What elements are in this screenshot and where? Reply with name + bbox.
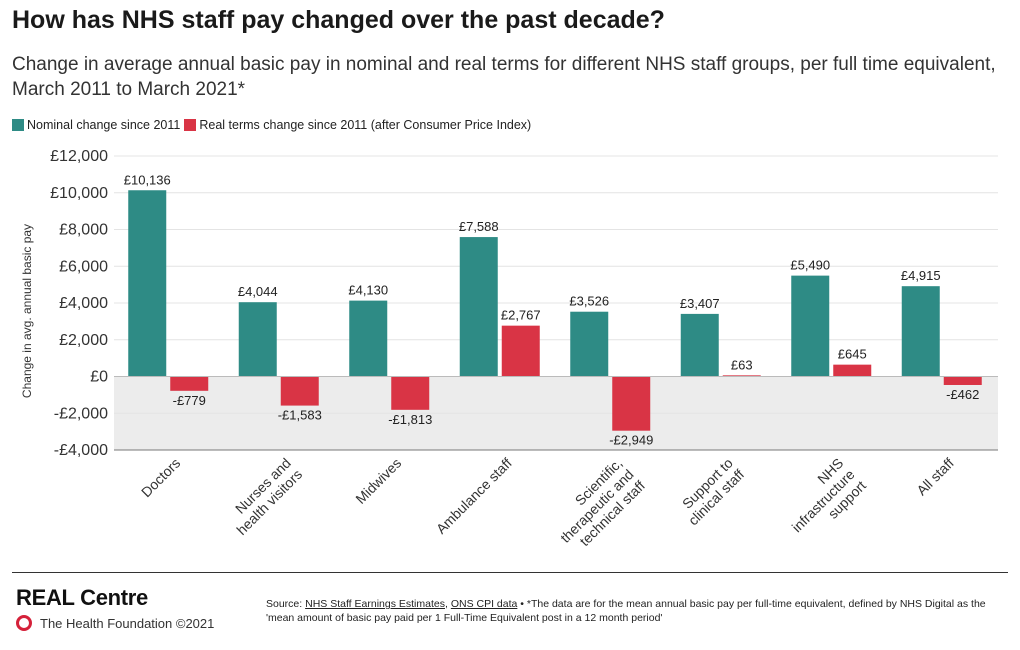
org-name: The Health Foundation ©2021 [40,615,215,631]
bar-real [280,376,319,406]
bar-nominal [791,275,830,377]
x-category-label-line: Doctors [138,455,183,500]
x-category-label: All staff [913,455,957,499]
data-label: -£1,813 [388,412,432,427]
x-category-label: Ambulance staff [433,455,515,537]
data-label: £10,136 [124,172,171,187]
data-label: -£779 [173,393,206,408]
legend-swatch-real [184,119,197,131]
y-tick-label: -£2,000 [54,405,108,422]
brand-logo-text: REAL Centre [16,585,148,610]
y-tick-label: £6,000 [59,258,108,275]
x-category-label: Support toclinical staff [674,455,748,529]
y-tick-label: £4,000 [59,295,108,312]
chart-subtitle: Change in average annual basic pay in no… [12,54,996,100]
legend-item-nominal: Nominal change since 2011 [12,118,180,132]
legend-label-real: Real terms change since 2011 (after Cons… [199,118,532,132]
bar-real [501,325,540,377]
x-category-label-line: Ambulance staff [433,455,515,537]
bar-nominal [680,313,719,377]
data-label: £4,044 [238,284,278,299]
x-category-label: Midwives [352,455,404,507]
x-category-label-line: All staff [913,455,957,499]
data-label: £5,490 [790,258,830,273]
footer-divider [12,572,1008,573]
health-foundation-logo-icon [16,615,32,631]
data-label: £63 [731,357,753,372]
source-note: Source: NHS Staff Earnings Estimates, ON… [266,597,1012,625]
y-tick-label: -£4,000 [54,442,108,459]
org-credit: The Health Foundation ©2021 [16,615,214,631]
bar-nominal [238,302,277,377]
legend-label-nominal: Nominal change since 2011 [27,118,181,132]
bar-chart: £12,000 £10,000 £8,000 £6,000 £4,000 £2,000 £0… [20,148,998,557]
legend: Nominal change since 2011 Real terms cha… [12,118,535,132]
source-separator: , [444,598,451,610]
bar-nominal [349,300,388,377]
data-label: £7,588 [459,219,499,234]
bar-real [612,376,651,431]
data-label: £3,526 [569,294,609,309]
x-category-label: Nurses andhealth visitors [222,455,305,538]
y-tick-label: £8,000 [59,222,108,239]
x-category-label: Doctors [138,455,183,500]
y-tick-label: £12,000 [50,148,108,165]
bar-nominal [901,286,940,377]
data-label: £645 [838,347,867,362]
bar-nominal [570,311,609,377]
bar-real [722,375,761,377]
source-footnote: • *The data are for the mean annual basi… [266,598,986,624]
legend-item-real: Real terms change since 2011 (after Cons… [184,118,531,132]
y-tick-label: £2,000 [59,332,108,349]
source-link-staff-earnings[interactable]: NHS Staff Earnings Estimates [305,598,445,610]
source-link-ons-cpi[interactable]: ONS CPI data [450,598,518,610]
data-label: £3,407 [680,296,720,311]
data-label: £2,767 [501,308,541,323]
bar-real [943,376,982,385]
legend-swatch-nominal [12,119,24,131]
y-axis-label: Change in avg. annual basic pay [20,224,34,398]
x-category-label: NHSinfrastructuresupport [777,455,869,547]
data-label: -£462 [946,387,979,402]
x-category-label: Scientific,therapeutic andtechnical staf… [546,455,648,557]
chart-title: How has NHS staff pay changed over the p… [12,6,665,34]
x-category-label-line: Midwives [352,455,404,507]
data-label: £4,915 [901,268,941,283]
bar-real [391,376,430,410]
bar-real [833,364,872,377]
bar-nominal [128,190,167,377]
data-label: £4,130 [348,283,388,298]
bar-real [170,376,209,391]
source-prefix: Source: [266,598,306,610]
bar-nominal [459,237,498,377]
y-tick-label: £10,000 [50,185,108,202]
data-label: -£2,949 [609,433,653,448]
data-label: -£1,583 [278,408,322,423]
y-tick-label: £0 [90,369,108,386]
